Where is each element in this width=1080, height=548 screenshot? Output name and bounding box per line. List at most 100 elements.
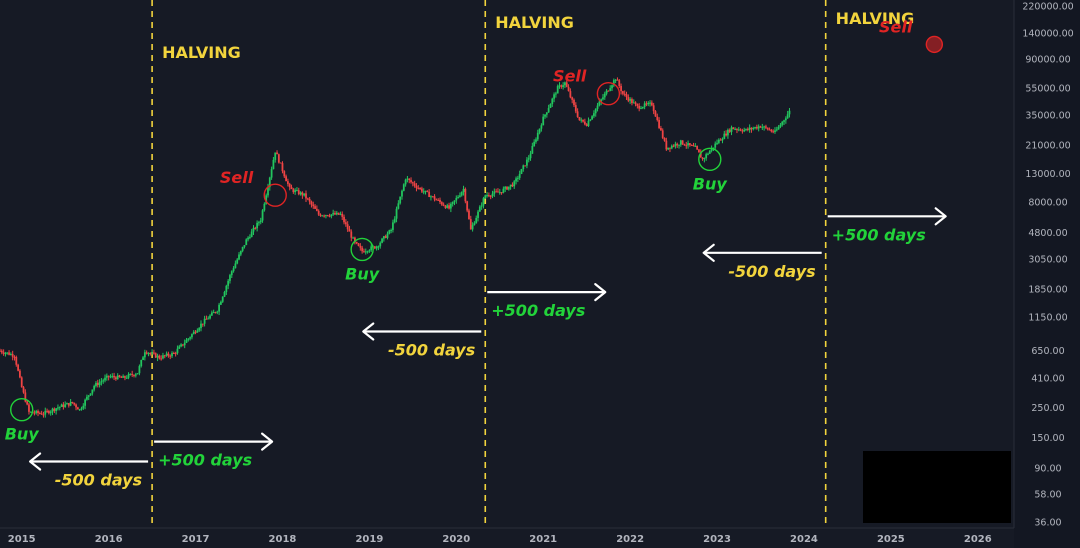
- y-tick-label: 140000.00: [1022, 28, 1073, 39]
- candle-up: [482, 196, 485, 209]
- y-tick-label: 8000.00: [1028, 198, 1067, 209]
- candle-up: [78, 408, 81, 411]
- candle-body: [448, 205, 450, 209]
- candle-down: [361, 245, 364, 254]
- candle-up: [705, 152, 708, 161]
- candle-body: [727, 129, 729, 136]
- candle-up: [252, 225, 255, 235]
- candle-up: [527, 155, 530, 163]
- candle-down: [755, 124, 758, 130]
- candle-up: [209, 314, 211, 320]
- candle-up: [714, 141, 717, 150]
- candle-body: [739, 129, 742, 131]
- candle-up: [451, 201, 454, 207]
- candle-body: [20, 377, 23, 388]
- candle-up: [111, 373, 114, 379]
- candle-body: [192, 331, 195, 335]
- candle-down: [308, 196, 311, 205]
- candle-down: [53, 407, 56, 414]
- candle-up: [526, 157, 528, 169]
- candle-body: [17, 364, 20, 371]
- candle-body: [558, 85, 561, 87]
- candle-body: [73, 402, 76, 405]
- y-tick-label: 150.00: [1031, 433, 1064, 444]
- candle-body: [670, 145, 673, 149]
- candle-up: [82, 403, 85, 410]
- candle-body: [444, 205, 447, 208]
- x-tick-label: 2021: [529, 534, 557, 545]
- candle-down: [440, 201, 443, 206]
- candle-body: [390, 229, 393, 231]
- candle-down: [759, 125, 762, 128]
- candle-body: [91, 389, 94, 394]
- candle-body: [297, 190, 300, 195]
- candle-body: [607, 90, 610, 92]
- candle-body: [419, 188, 421, 190]
- y-tick-label: 650.00: [1031, 346, 1064, 357]
- candle-down: [348, 225, 351, 232]
- candle-body: [587, 120, 590, 126]
- candle-body: [426, 190, 429, 192]
- candle-body: [162, 355, 164, 359]
- candle-up: [381, 237, 383, 244]
- candle-down: [768, 127, 771, 131]
- y-tick-label: 90.00: [1034, 463, 1061, 474]
- candle-body: [544, 114, 546, 117]
- candle-body: [468, 210, 470, 220]
- candle-body: [105, 375, 108, 378]
- candle-down: [658, 117, 660, 130]
- candle-body: [156, 355, 159, 358]
- candle-body: [379, 242, 382, 247]
- candle-body: [498, 192, 501, 194]
- candle-body: [669, 147, 671, 149]
- candle-down: [114, 376, 117, 381]
- candle-body: [728, 129, 731, 132]
- candle-body: [408, 178, 411, 181]
- candle-body: [531, 146, 534, 154]
- candle-body: [580, 119, 583, 121]
- candle-body: [522, 165, 525, 169]
- candle-body: [701, 157, 704, 159]
- candle-body: [122, 376, 125, 378]
- candle-up: [477, 209, 479, 222]
- candle-body: [647, 102, 650, 105]
- candle-up: [404, 178, 407, 187]
- candle-body: [261, 210, 264, 221]
- candle-up: [95, 381, 97, 388]
- candle-up: [737, 126, 740, 132]
- candle-body: [366, 251, 369, 253]
- candle-down: [15, 355, 18, 367]
- candle-down: [621, 90, 624, 96]
- candle-down: [524, 165, 527, 167]
- candle-down: [67, 403, 70, 408]
- candle-body: [58, 406, 61, 408]
- candle-up: [234, 260, 237, 269]
- candle-down: [616, 77, 619, 81]
- candle-body: [153, 352, 155, 354]
- y-tick-label: 55000.00: [1025, 84, 1070, 95]
- candle-down: [415, 183, 418, 192]
- candle-body: [524, 165, 527, 167]
- candle-body: [507, 186, 510, 190]
- candle-down: [654, 110, 657, 117]
- candle-down: [676, 142, 679, 148]
- candle-body: [759, 126, 762, 128]
- sell-label: Sell: [220, 168, 254, 187]
- candle-up: [562, 82, 565, 90]
- candle-up: [402, 183, 405, 192]
- candle-up: [105, 373, 108, 381]
- candle-body: [471, 225, 474, 230]
- candle-body: [165, 353, 168, 356]
- candle-up: [589, 119, 592, 122]
- candle-body: [685, 145, 688, 147]
- candle-body: [209, 315, 211, 319]
- candle-body: [487, 195, 490, 197]
- candle-down: [194, 330, 197, 335]
- candle-up: [230, 270, 233, 278]
- candle-up: [422, 188, 425, 195]
- candle-body: [279, 162, 282, 164]
- candle-down: [634, 101, 637, 107]
- candle-down: [681, 140, 684, 146]
- candle-body: [478, 206, 481, 212]
- candle-up: [783, 119, 785, 126]
